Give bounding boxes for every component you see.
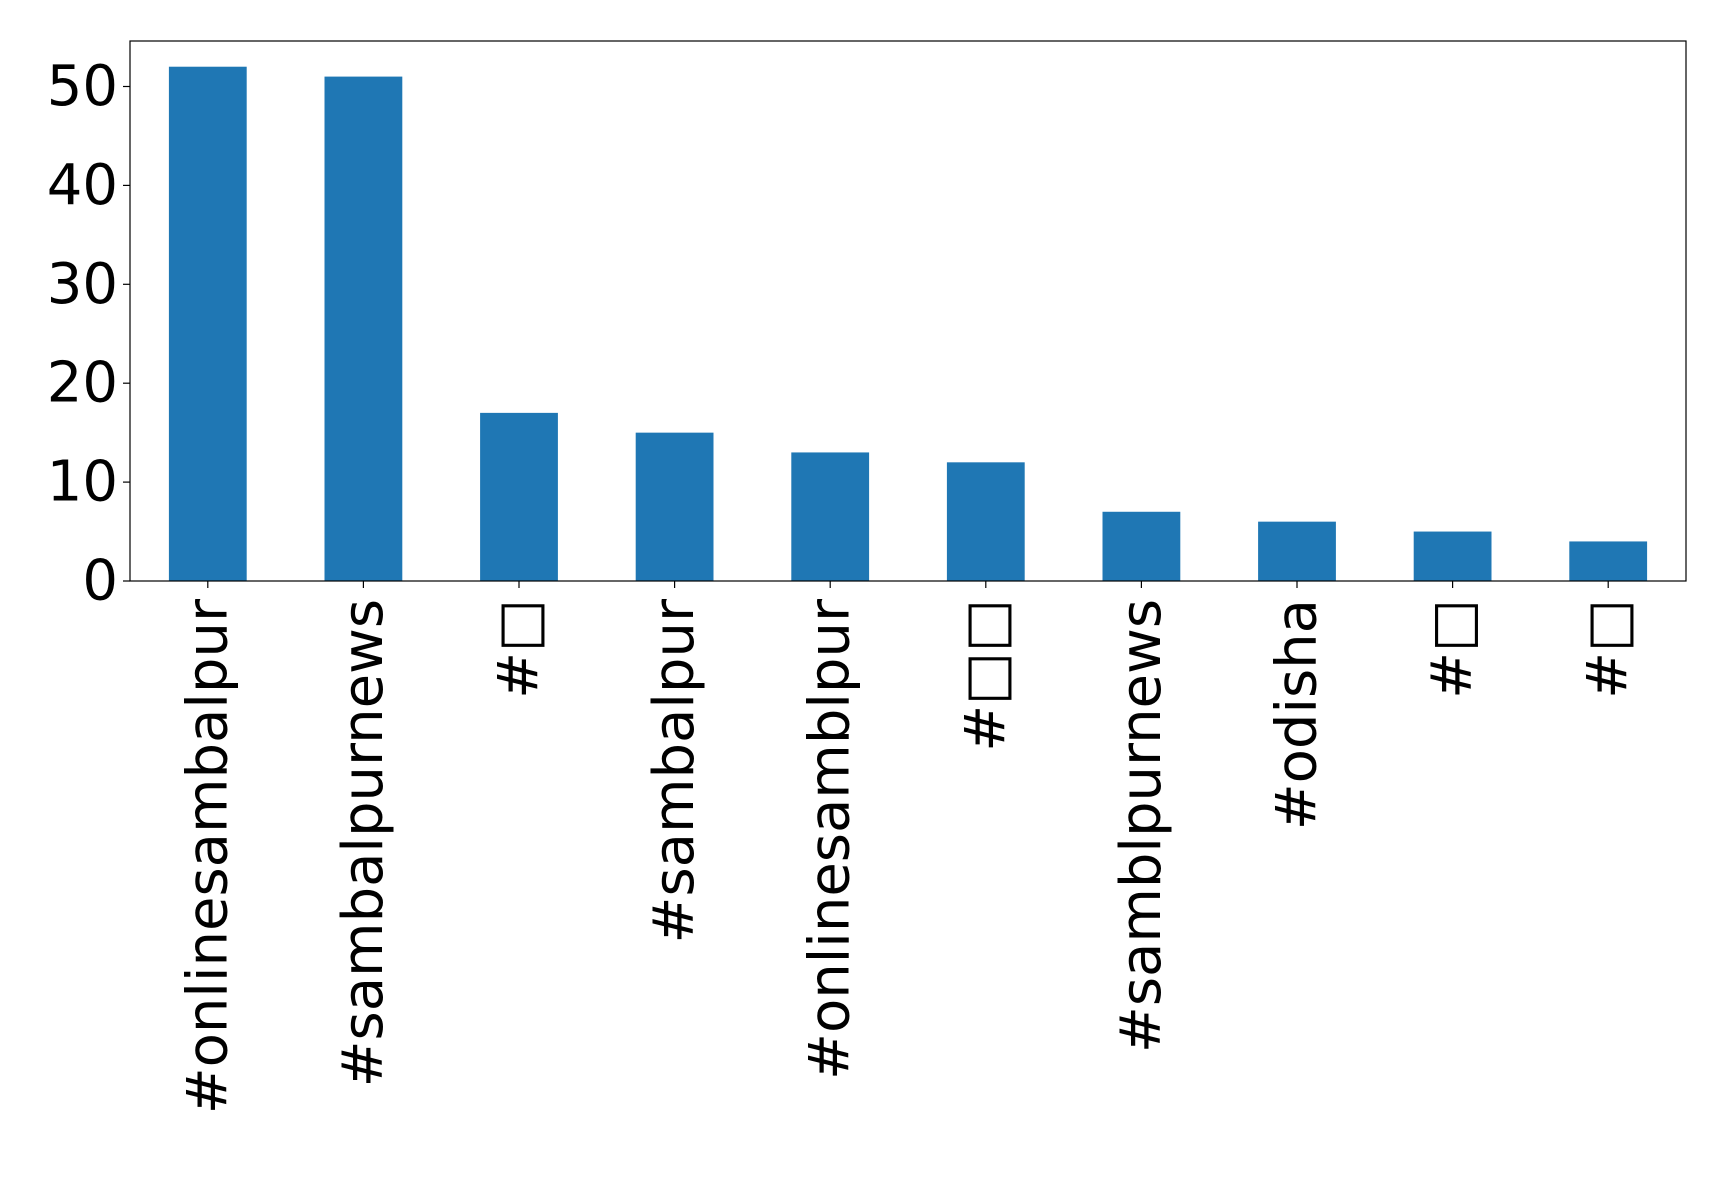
x-axis: #onlinesambalpur #sambalpurnews #□ #sambalp…	[175, 581, 1641, 1114]
y-tick-label: 40	[47, 153, 118, 218]
y-tick-label: 30	[47, 252, 118, 317]
x-tick-label: #□	[1420, 599, 1485, 699]
x-tick-label: #onlinesamblpur	[798, 598, 863, 1080]
x-tick-label: #onlinesambalpur	[175, 598, 240, 1114]
x-tick-label: #odisha	[1265, 599, 1330, 830]
bar-6	[1102, 511, 1181, 581]
bar-5	[946, 462, 1025, 581]
y-axis: 0 10 20 30 40 50	[47, 54, 130, 614]
x-tick-label: #□	[487, 599, 552, 699]
bar-8	[1413, 531, 1492, 581]
bar-1	[324, 76, 403, 581]
y-tick-label: 20	[47, 351, 118, 416]
bar-7	[1258, 521, 1336, 581]
bars-group	[168, 66, 1648, 581]
plot-frame	[129, 40, 1687, 582]
y-tick-label: 0	[82, 549, 118, 614]
x-tick-label: #samblpurnews	[1109, 599, 1174, 1053]
bar-4	[791, 452, 870, 581]
x-tick-label: #□□	[953, 599, 1018, 752]
bar-2	[480, 412, 558, 581]
bar-0	[168, 66, 247, 581]
y-tick-label: 50	[47, 54, 118, 119]
x-tick-label: #□	[1576, 599, 1641, 699]
bar-3	[635, 432, 714, 581]
y-tick-label: 10	[47, 450, 118, 515]
x-tick-label: #sambalpurnews	[331, 599, 396, 1087]
bar-9	[1569, 541, 1648, 581]
x-tick-label: #sambalpur	[642, 598, 707, 943]
